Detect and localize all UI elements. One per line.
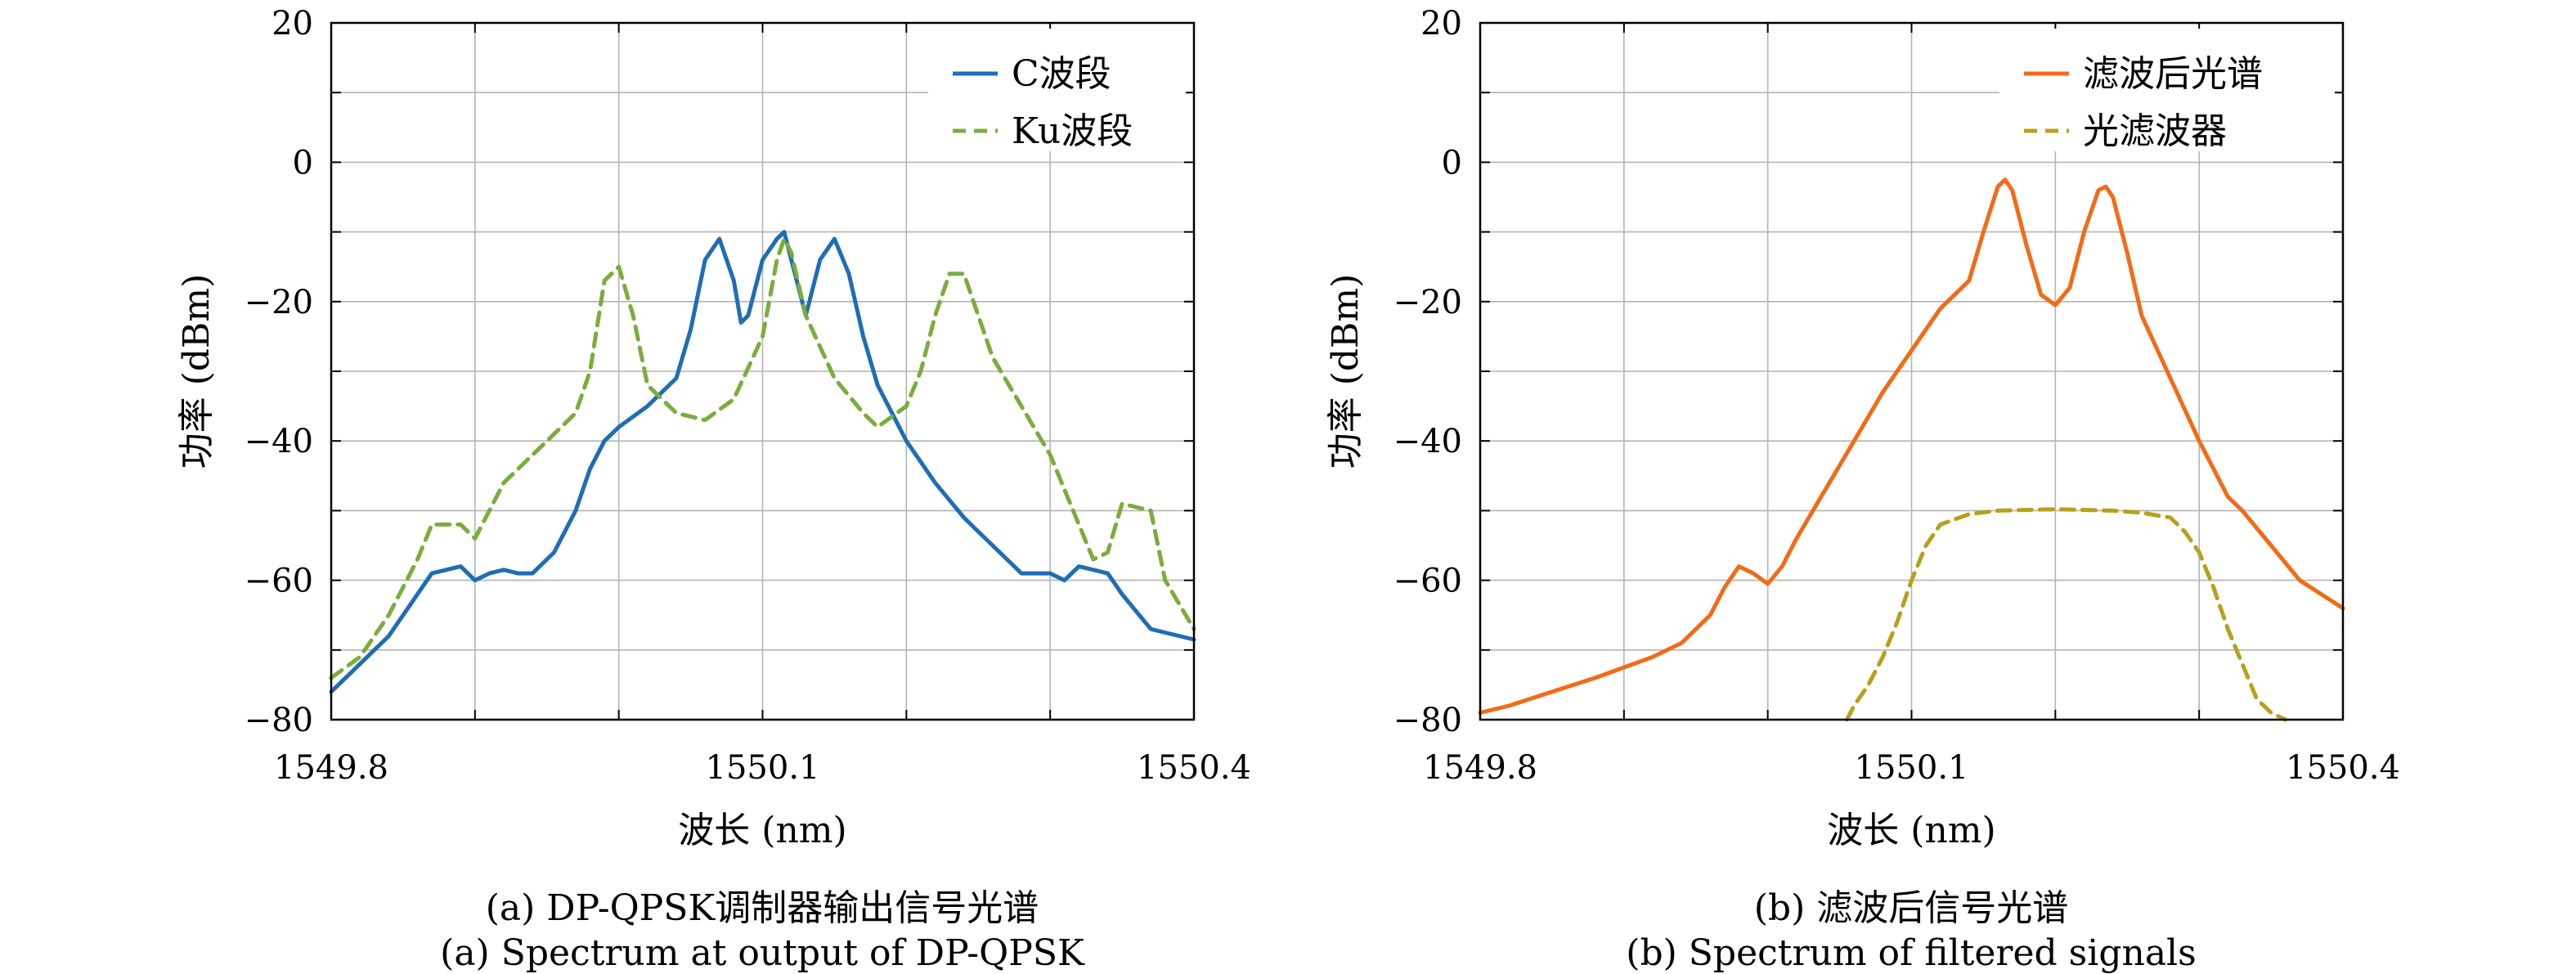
x-tick-label: 1550.4: [2286, 749, 2400, 787]
legend-label-2: 光滤波器: [2083, 110, 2227, 152]
legend-label-1: 滤波后光谱: [2083, 53, 2263, 95]
y-tick-label: −80: [245, 702, 313, 739]
y-tick-label: 20: [1420, 5, 1462, 43]
legend-box: [928, 29, 1186, 151]
legend-label-2: Ku波段: [1012, 110, 1133, 152]
y-tick-label: −60: [1393, 563, 1462, 600]
y-axis-label: 功率 (dBm): [1325, 274, 1367, 469]
y-tick-label: −40: [1393, 423, 1462, 460]
chart-panel-2: 20 0 −20 −40 −60 −80 1549.8 1550.1 1550.4 波长 (nm)…: [1325, 5, 2400, 974]
x-tick-label: 1550.1: [706, 749, 820, 787]
legend-label-1: C波段: [1012, 53, 1111, 95]
plot-frame: [1479, 21, 2345, 721]
series-line-2: [329, 236, 1196, 680]
series-line-1: [1478, 177, 2345, 715]
caption-en: (a) Spectrum at output of DP-QPSK: [440, 932, 1085, 974]
x-tick-label: 1550.4: [1137, 749, 1251, 787]
caption-en: (b) Spectrum of filtered signals: [1626, 932, 2196, 974]
grid: [331, 23, 1194, 720]
y-tick-label: −40: [245, 423, 313, 460]
legend: C波段 Ku波段: [928, 29, 1186, 152]
caption-cn: (b) 滤波后信号光谱: [1754, 887, 2068, 929]
x-axis-label: 波长 (nm): [678, 810, 846, 851]
y-tick-label: −20: [245, 284, 313, 321]
y-tick-label: −60: [245, 563, 313, 600]
x-tick-label: 1549.8: [274, 749, 388, 787]
y-tick-label: −80: [1393, 702, 1462, 739]
x-axis-label: 波长 (nm): [1827, 810, 1995, 851]
x-tick-label: 1550.1: [1855, 749, 1969, 787]
chart-panel-1: 20 0 −20 −40 −60 −80 1549.8 1550.1 1550.4 波长 (nm)…: [176, 5, 1251, 974]
y-tick-label: −20: [1393, 284, 1462, 321]
x-tick-label: 1549.8: [1423, 749, 1537, 787]
caption-cn: (a) DP-QPSK调制器输出信号光谱: [486, 887, 1039, 929]
series-line-1: [329, 230, 1196, 694]
y-tick-label: 20: [272, 5, 313, 43]
y-axis-label: 功率 (dBm): [176, 274, 218, 469]
series-line-2: [1844, 507, 2288, 722]
y-tick-label: 0: [293, 144, 313, 182]
plot-frame: [330, 21, 1196, 721]
y-tick-label: 0: [1442, 144, 1462, 182]
